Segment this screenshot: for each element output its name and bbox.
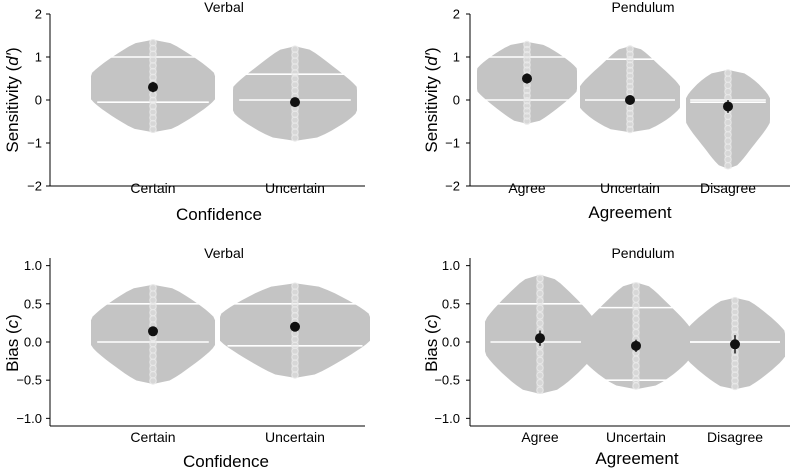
y-tick-label: −1.0 [434,411,460,426]
y-axis-label-main: Bias ( [422,328,441,372]
y-axis-label-italic: c [3,319,22,328]
chart-panel-1: Verbal 2 1 0 −1 −2 Sensitivity (d′) Certain Unce… [3,0,365,224]
y-tick-label: 1.0 [442,258,460,273]
y-axis-label-tail: ) [422,47,441,53]
y-tick-label: 0.0 [24,335,42,350]
mean-point [522,73,532,84]
mean-point [631,340,641,351]
x-axis-label: Agreement [595,449,678,468]
violin-group [220,282,370,379]
y-tick-label: 1 [35,50,42,65]
chart-title: Pendulum [611,245,674,261]
violin-group [91,284,215,385]
mean-point [148,82,158,93]
y-axis-label-tail: ) [422,314,441,320]
x-tick-label: Agree [521,429,559,445]
y-tick-label: −2 [445,179,460,194]
x-tick-label: Uncertain [265,429,325,445]
y-axis-label-italic: d′ [422,52,441,65]
y-axis-label: Bias (c) [3,314,22,372]
chart-title: Verbal [204,245,244,261]
x-tick-label: Certain [130,429,175,445]
violin-group [685,296,785,391]
y-axis-label-italic: d′ [3,52,22,65]
y-axis-label-tail: ) [3,47,22,53]
x-axis-label: Confidence [176,205,262,224]
x-axis-label: Agreement [588,203,671,222]
data-point-strip [724,69,732,169]
violin-group [485,274,595,394]
y-tick-label: 0 [35,93,42,108]
y-tick-label: −1 [445,136,460,151]
mean-point [148,326,158,337]
violin-group [686,69,770,170]
violin-group [580,45,680,134]
y-axis-label: Bias (c) [422,314,441,372]
chart-title: Verbal [204,0,244,15]
y-tick-label: −1 [27,136,42,151]
x-tick-label: Uncertain [265,180,325,196]
x-tick-label: Certain [130,180,175,196]
chart-title: Pendulum [611,0,674,15]
y-axis-label: Sensitivity (d′) [422,47,441,152]
x-tick-label: Agree [508,180,546,196]
mean-point [290,321,300,332]
violin-group [581,282,691,390]
y-axis-label-italic: c [422,319,441,328]
violin-group [233,45,357,142]
y-axis-label-tail: ) [3,314,22,320]
y-axis-label-main: Bias ( [3,328,22,372]
y-tick-label: 0.5 [442,296,460,311]
y-tick-label: 1.0 [24,258,42,273]
y-tick-label: −2 [27,179,42,194]
x-tick-label: Disagree [700,180,756,196]
y-tick-label: 0 [453,93,460,108]
y-tick-label: 1 [453,50,460,65]
x-tick-label: Uncertain [606,429,666,445]
y-axis-label: Sensitivity (d′) [3,47,22,152]
violin-group [91,38,215,134]
y-tick-label: 2 [35,7,42,22]
y-axis-label-main: Sensitivity ( [422,65,441,152]
chart-panel-2: Pendulum 2 1 0 −1 −2 Sensitivity (d′) Agree Unce… [422,0,790,222]
x-tick-label: Uncertain [600,180,660,196]
chart-panel-4: Pendulum 1.0 0.5 0.0 −0.5 −1.0 Bias (c) Agree Un… [422,245,790,468]
y-tick-label: −0.5 [16,373,42,388]
mean-point [625,95,635,105]
mean-point [290,97,300,108]
data-point-strip [291,46,299,141]
y-tick-label: 0.5 [24,296,42,311]
data-point-strip [626,46,634,133]
y-axis-label-main: Sensitivity ( [3,65,22,152]
mean-point [730,339,740,350]
y-tick-label: 2 [453,7,460,22]
y-tick-label: 0.0 [442,335,460,350]
x-axis-label: Confidence [183,452,269,468]
y-tick-label: −1.0 [16,411,42,426]
mean-point [723,101,733,112]
mean-point [535,333,545,344]
x-tick-label: Disagree [707,429,763,445]
chart-panel-3: Verbal 1.0 0.5 0.0 −0.5 −1.0 Bias (c) Certain Un… [3,245,370,468]
data-point-strip [632,282,640,390]
violin-group [477,40,577,125]
y-tick-label: −0.5 [434,373,460,388]
